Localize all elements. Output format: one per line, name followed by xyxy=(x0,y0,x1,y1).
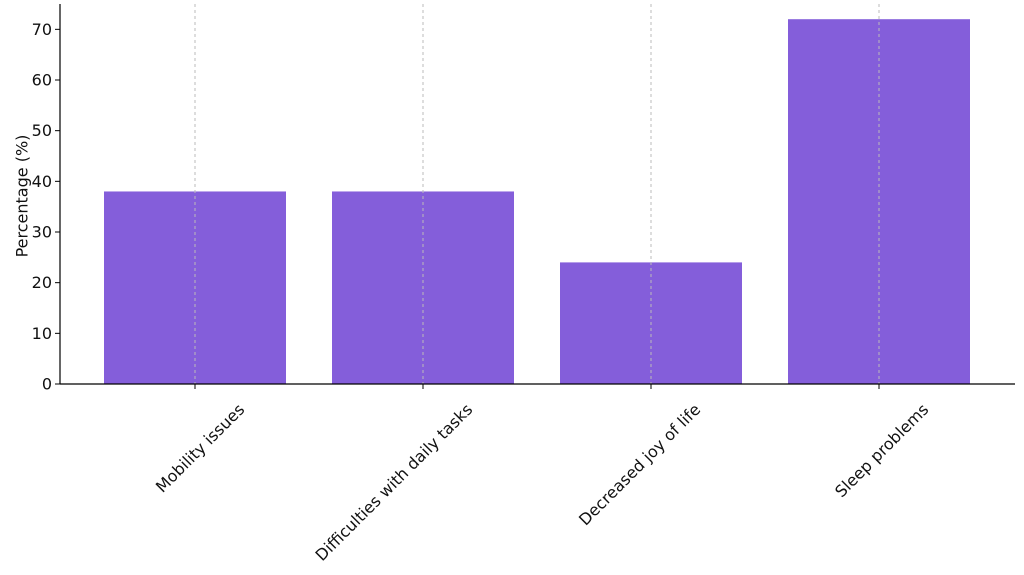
x-ticks: Mobility issues Difficulties with daily t… xyxy=(152,384,932,565)
y-tick-label-0: 0 xyxy=(42,375,52,394)
y-ticks: 0 10 20 30 40 50 60 70 xyxy=(32,20,60,394)
grid-lines xyxy=(194,4,880,384)
y-tick-label-4: 40 xyxy=(32,172,52,191)
x-tick-label-0: Mobility issues xyxy=(152,400,248,496)
y-tick-label-3: 30 xyxy=(32,223,52,242)
x-tick-label-2: Decreased joy of life xyxy=(575,400,704,529)
y-axis-label: Percentage (%) xyxy=(13,135,32,258)
y-tick-label-5: 50 xyxy=(32,121,52,140)
y-tick-label-7: 70 xyxy=(32,20,52,39)
bars xyxy=(104,19,970,384)
x-tick-label-3: Sleep problems xyxy=(831,400,932,501)
y-tick-label-6: 60 xyxy=(32,71,52,90)
axes xyxy=(59,4,1015,385)
x-tick-label-1: Difficulties with daily tasks xyxy=(312,400,477,565)
y-tick-label-1: 10 xyxy=(32,324,52,343)
y-tick-label-2: 20 xyxy=(32,273,52,292)
